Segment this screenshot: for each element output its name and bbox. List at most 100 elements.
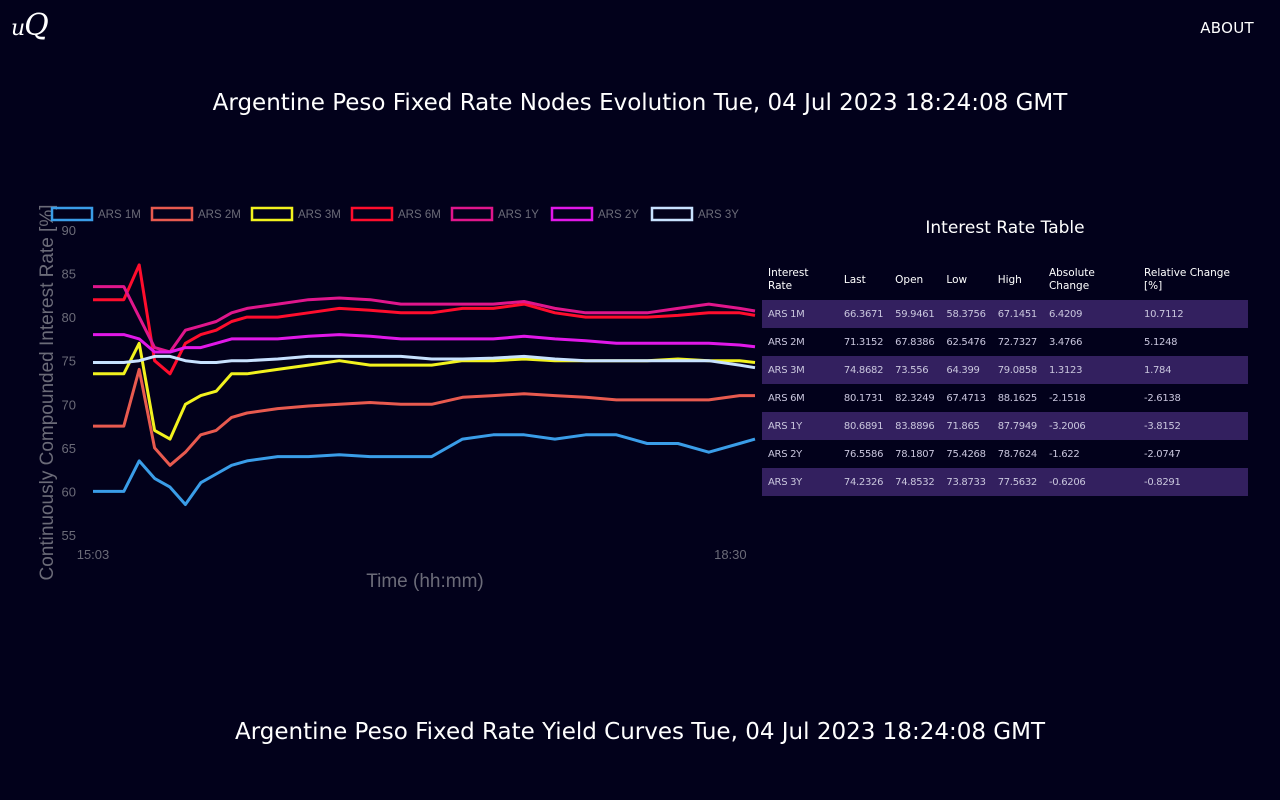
cell-last: 80.6891 xyxy=(837,412,890,440)
logo-letter-u: u xyxy=(11,16,25,41)
cell-high: 87.7949 xyxy=(991,412,1043,440)
legend-swatch-ars-1y xyxy=(450,206,494,222)
cell-last: 74.8682 xyxy=(837,356,890,384)
legend-swatch-ars-3m xyxy=(250,206,294,222)
cell-rate: ARS 3Y xyxy=(762,468,838,496)
series-line-ars-2m xyxy=(93,367,755,467)
cell-low: 62.5476 xyxy=(940,328,992,356)
cell-abs-change: 3.4766 xyxy=(1042,328,1139,356)
y-tick-label: 70 xyxy=(62,397,76,412)
legend-swatch-ars-6m xyxy=(350,206,394,222)
nodes-evolution-title: Argentine Peso Fixed Rate Nodes Evolutio… xyxy=(212,90,1068,116)
table-row: ARS 6M 80.1731 82.3249 67.4713 88.1625 -2.151… xyxy=(762,384,1248,412)
legend-label-ars-3m: ARS 3M xyxy=(298,209,341,221)
cell-rel-change: 10.7112 xyxy=(1138,300,1248,328)
cell-open: 73.556 xyxy=(889,356,941,384)
uq-logo[interactable]: uQ xyxy=(11,8,49,43)
table-header-row: Interest Rate Last Open Low High Absolut… xyxy=(762,260,1248,300)
legend-swatch-ars-1m xyxy=(50,206,94,222)
legend-swatch-ars-2m xyxy=(150,206,194,222)
x-tick-label: 15:03 xyxy=(77,547,110,562)
cell-abs-change: 1.3123 xyxy=(1042,356,1139,384)
yield-curves-title: Argentine Peso Fixed Rate Yield Curves T… xyxy=(234,719,1046,745)
legend-label-ars-1m: ARS 1M xyxy=(98,209,141,221)
cell-rel-change: -2.6138 xyxy=(1138,384,1248,412)
interest-rate-table-title: Interest Rate Table xyxy=(925,218,1085,238)
cell-abs-change: -2.1518 xyxy=(1042,384,1139,412)
cell-high: 88.1625 xyxy=(991,384,1043,412)
cell-rel-change: -2.0747 xyxy=(1138,440,1248,468)
series-line-ars-6m xyxy=(93,263,756,376)
cell-rate: ARS 3M xyxy=(762,356,838,384)
cell-low: 67.4713 xyxy=(940,384,992,412)
cell-last: 66.3671 xyxy=(837,300,890,328)
cell-high: 78.7624 xyxy=(991,440,1043,468)
cell-open: 82.3249 xyxy=(889,384,941,412)
table-row: ARS 3M 74.8682 73.556 64.399 79.0858 1.3123 1.… xyxy=(762,356,1248,384)
y-tick-label: 90 xyxy=(62,223,76,238)
cell-rel-change: 5.1248 xyxy=(1138,328,1248,356)
y-tick-label: 55 xyxy=(62,528,76,543)
cell-open: 78.1807 xyxy=(889,440,941,468)
y-tick-label: 60 xyxy=(62,484,76,499)
cell-last: 71.3152 xyxy=(837,328,890,356)
nodes-evolution-chart: 55 60 65 70 75 80 85 90 15:03 18:30 Time (hh:mm) Co… xyxy=(37,205,756,592)
cell-low: 58.3756 xyxy=(940,300,992,328)
cell-open: 74.8532 xyxy=(889,468,941,496)
y-axis-title: Continuously Compounded Interest Rate [%… xyxy=(37,205,58,581)
cell-high: 77.5632 xyxy=(991,468,1043,496)
series-line-ars-1m xyxy=(93,433,756,506)
cell-high: 67.1451 xyxy=(991,300,1043,328)
header-low: Low xyxy=(946,273,968,286)
legend-label-ars-2y: ARS 2Y xyxy=(598,209,639,221)
y-tick-label: 75 xyxy=(62,354,76,369)
interest-rate-table: Interest Rate Last Open Low High Absolut… xyxy=(762,260,1248,496)
cell-high: 79.0858 xyxy=(991,356,1043,384)
cell-abs-change: -0.6206 xyxy=(1042,468,1139,496)
cell-low: 73.8733 xyxy=(940,468,992,496)
cell-rel-change: -0.8291 xyxy=(1138,468,1248,496)
y-tick-label: 85 xyxy=(62,267,76,282)
cell-rate: ARS 2Y xyxy=(762,440,838,468)
cell-abs-change: 6.4209 xyxy=(1042,300,1139,328)
cell-rate: ARS 1M xyxy=(762,300,838,328)
header-relative-change: Relative Change [%] xyxy=(1144,267,1230,292)
logo-letter-q: Q xyxy=(24,8,49,43)
header-absolute-change: Absolute Change xyxy=(1048,267,1095,292)
cell-rate: ARS 1Y xyxy=(762,412,838,440)
x-axis-title: Time (hh:mm) xyxy=(366,571,484,592)
y-tick-label: 80 xyxy=(62,310,76,325)
cell-open: 67.8386 xyxy=(889,328,941,356)
cell-abs-change: -1.622 xyxy=(1042,440,1139,468)
header-interest-rate: Interest Rate xyxy=(768,267,809,292)
cell-low: 71.865 xyxy=(940,412,992,440)
table-row: ARS 1Y 80.6891 83.8896 71.865 87.7949 -3.2006… xyxy=(762,412,1248,440)
series-line-ars-3y xyxy=(93,354,756,370)
cell-open: 83.8896 xyxy=(889,412,941,440)
about-link[interactable]: ABOUT xyxy=(1200,19,1254,37)
cell-last: 76.5586 xyxy=(837,440,890,468)
legend-label-ars-6m: ARS 6M xyxy=(398,209,441,221)
legend-label-ars-2m: ARS 2M xyxy=(198,209,241,221)
table-row: ARS 3Y 74.2326 74.8532 73.8733 77.5632 -0.620… xyxy=(762,468,1248,496)
cell-rate: ARS 2M xyxy=(762,328,838,356)
cell-abs-change: -3.2006 xyxy=(1042,412,1139,440)
legend-swatch-ars-3y xyxy=(650,206,694,222)
cell-last: 80.1731 xyxy=(837,384,890,412)
cell-low: 64.399 xyxy=(940,356,992,384)
legend-label-ars-1y: ARS 1Y xyxy=(498,209,539,221)
header-open: Open xyxy=(895,273,924,286)
cell-open: 59.9461 xyxy=(889,300,941,328)
x-tick-label: 18:30 xyxy=(714,547,747,562)
header-last: Last xyxy=(843,273,866,286)
series-line-ars-1y xyxy=(93,285,756,354)
cell-high: 72.7327 xyxy=(991,328,1043,356)
legend-label-ars-3y: ARS 3Y xyxy=(698,209,739,221)
y-tick-label: 65 xyxy=(62,441,76,456)
cell-low: 75.4268 xyxy=(940,440,992,468)
cell-last: 74.2326 xyxy=(837,468,890,496)
cell-rate: ARS 6M xyxy=(762,384,838,412)
table-row: ARS 1M 66.3671 59.9461 58.3756 67.1451 6.4209… xyxy=(762,300,1248,328)
table-row: ARS 2Y 76.5586 78.1807 75.4268 78.7624 -1.622… xyxy=(762,440,1248,468)
series-line-ars-2y xyxy=(93,333,756,354)
